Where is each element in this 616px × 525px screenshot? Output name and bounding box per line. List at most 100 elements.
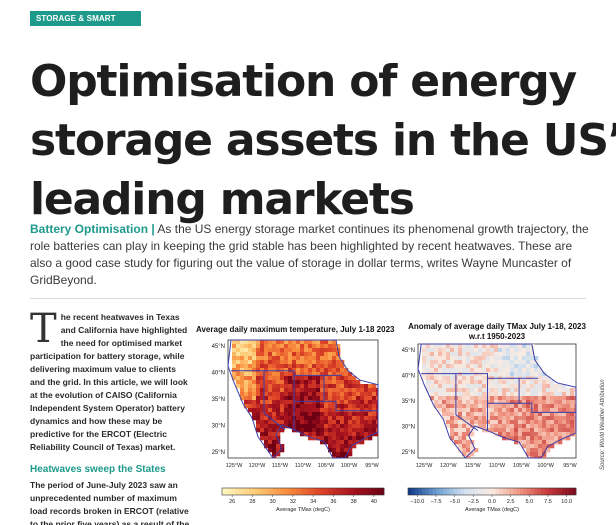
map2-colorbar-swatch bbox=[474, 488, 479, 495]
body-paragraph-1-text: he recent heatwaves in Texas and Califor… bbox=[30, 312, 188, 452]
map2-colorbar-label: Average TMax (degC) bbox=[465, 507, 519, 513]
map2-colorbar-swatch bbox=[481, 488, 486, 495]
map2 bbox=[417, 343, 577, 459]
map1-colorbar-swatch bbox=[360, 488, 365, 495]
map1-state-border-0 bbox=[231, 370, 286, 431]
map1-colorbar-swatch bbox=[276, 488, 280, 495]
map2-colorbar-swatch bbox=[467, 488, 472, 495]
map1-colorbar-tick: 30 bbox=[270, 499, 276, 505]
map1-colorbar-swatch bbox=[350, 488, 354, 495]
map1-colorbar-swatch bbox=[313, 488, 317, 495]
map2-colorbar-tick: 2.5 bbox=[507, 499, 515, 505]
map1-colorbar-label: Average TMax (degC) bbox=[276, 507, 330, 513]
map1-lat-label: 30°N bbox=[212, 424, 225, 430]
map2-colorbar-swatch bbox=[516, 488, 521, 495]
map1-colorbar-swatch bbox=[228, 488, 233, 495]
map1-lon-label: 115°W bbox=[272, 463, 289, 469]
map2-colorbar-swatch bbox=[544, 488, 549, 495]
map2-lon-label: 105°W bbox=[513, 463, 530, 469]
map1-lon-label: 100°W bbox=[341, 463, 358, 469]
map2-coastline bbox=[417, 343, 577, 459]
drop-cap: T bbox=[30, 306, 57, 352]
map2-state-border-0 bbox=[421, 373, 479, 432]
map2-colorbar-swatch bbox=[478, 488, 482, 495]
map1-colorbar-swatch bbox=[279, 488, 284, 495]
map1-colorbar-swatch bbox=[299, 488, 304, 495]
map2-colorbar-swatch bbox=[506, 488, 510, 495]
map1-colorbar-swatch bbox=[292, 488, 297, 495]
body-paragraph-2: The period of June-July 2023 saw an unpr… bbox=[30, 480, 190, 525]
map2-colorbar-swatch bbox=[443, 488, 447, 495]
map1-colorbar-swatch bbox=[282, 488, 287, 495]
map2-lat-label: 30°N bbox=[402, 425, 415, 431]
map1-colorbar-tick: 28 bbox=[249, 499, 255, 505]
map2-colorbar-swatch bbox=[422, 488, 426, 495]
map2-colorbar-swatch bbox=[537, 488, 542, 495]
map1-colorbar-swatch bbox=[336, 488, 341, 495]
map1-raster bbox=[232, 340, 378, 458]
map1-colorbar-swatch bbox=[319, 488, 324, 495]
map2-colorbar-swatch bbox=[562, 488, 566, 495]
map1-colorbar-swatch bbox=[309, 488, 314, 495]
map1-colorbar-swatch bbox=[377, 488, 381, 495]
map1-colorbar-swatch bbox=[316, 488, 321, 495]
map2-colorbar-tick: 10.0 bbox=[561, 499, 572, 505]
map2-colorbar-swatch bbox=[464, 488, 468, 495]
map1-colorbar-swatch bbox=[367, 488, 371, 495]
divider bbox=[30, 298, 586, 299]
map2-state-border-3 bbox=[487, 402, 576, 413]
map2-colorbar-tick: −5.0 bbox=[449, 499, 460, 505]
map2-lat-label: 40°N bbox=[402, 374, 415, 380]
map2-lon-label: 115°W bbox=[465, 463, 482, 469]
map2-colorbar-swatch bbox=[541, 488, 545, 495]
map2-colorbar-tick: −10.0 bbox=[410, 499, 424, 505]
map2-colorbar-tick: 7.5 bbox=[544, 499, 552, 505]
map1-coastline bbox=[227, 339, 379, 459]
map2-state-border-2 bbox=[487, 377, 520, 404]
map1-lat-label: 35°N bbox=[212, 397, 225, 403]
map1-colorbar-swatch bbox=[353, 488, 358, 495]
map2-colorbar-swatch bbox=[534, 488, 538, 495]
map1-lon-label: 105°W bbox=[318, 463, 335, 469]
map2-colorbar-swatch bbox=[523, 488, 528, 495]
map1-colorbar-tick: 32 bbox=[290, 499, 296, 505]
map2-title-line-2: w.r.t 1950-2023 bbox=[468, 332, 526, 341]
map1-colorbar-swatch bbox=[370, 488, 375, 495]
map1-colorbar-swatch bbox=[245, 488, 250, 495]
map1-colorbar-swatch bbox=[222, 488, 226, 495]
map1-colorbar-swatch bbox=[363, 488, 368, 495]
map2-colorbar-swatch bbox=[558, 488, 563, 495]
map2-colorbar-swatch bbox=[499, 488, 503, 495]
map2-colorbar-swatch bbox=[425, 488, 430, 495]
map1-colorbar-tick: 36 bbox=[330, 499, 336, 505]
map2-colorbar-swatch bbox=[572, 488, 577, 495]
map2-colorbar-swatch bbox=[439, 488, 444, 495]
map2-colorbar-swatch bbox=[551, 488, 556, 495]
map1-colorbar-swatch bbox=[303, 488, 307, 495]
map1-lat-label: 40°N bbox=[212, 371, 225, 377]
map1-colorbar-swatch bbox=[225, 488, 230, 495]
map1-lon-label: 120°W bbox=[249, 463, 266, 469]
map1-colorbar-swatch bbox=[323, 488, 327, 495]
map1-lat-label: 25°N bbox=[212, 450, 225, 456]
map2-colorbar-swatch bbox=[548, 488, 552, 495]
map1-state-border-3 bbox=[294, 400, 378, 412]
map2-colorbar-swatch bbox=[436, 488, 440, 495]
map1-colorbar-swatch bbox=[249, 488, 253, 495]
map2-title: Anomaly of average daily TMax July 1-18,… bbox=[402, 322, 592, 342]
standfirst-kicker: Battery Optimisation | bbox=[30, 222, 155, 236]
map1-lon-label: 110°W bbox=[295, 463, 312, 469]
map2-colorbar-swatch bbox=[565, 488, 570, 495]
map2-colorbar-swatch bbox=[432, 488, 437, 495]
map2-colorbar-swatch bbox=[530, 488, 535, 495]
map2-colorbar-tick: −2.5 bbox=[468, 499, 479, 505]
map2-colorbar-tick: 0.0 bbox=[488, 499, 496, 505]
map2-lon-label: 100°W bbox=[537, 463, 554, 469]
map1-colorbar-swatch bbox=[235, 488, 240, 495]
map2-colorbar-swatch bbox=[513, 488, 517, 495]
map2-colorbar-tick: −7.5 bbox=[431, 499, 442, 505]
maps-svg: 45°N 40°N 35°N 30°N 25°N 125°W 120°W 115°W 110°W… bbox=[212, 339, 578, 513]
map2-title-line-1: Anomaly of average daily TMax July 1-18,… bbox=[408, 322, 586, 331]
